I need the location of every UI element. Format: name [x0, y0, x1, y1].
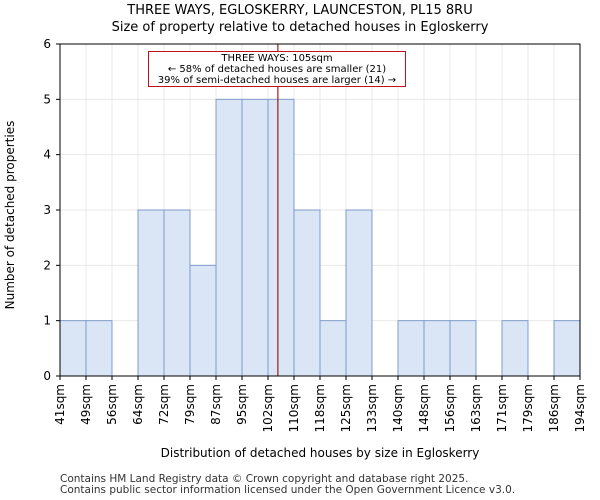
x-tick-label: 156sqm: [443, 384, 457, 432]
histogram-bar: [267, 98, 295, 377]
annotation-larger-line: 39% of semi-detached houses are larger (…: [157, 75, 397, 86]
x-tick-label: 133sqm: [365, 384, 379, 432]
histogram-bar: [293, 209, 321, 377]
y-tick-label: 5: [43, 92, 51, 106]
histogram-bar: [319, 320, 347, 377]
footer-licence: Contains public sector information licen…: [60, 484, 516, 496]
x-tick-label: 102sqm: [261, 384, 275, 432]
histogram-bar: [137, 209, 165, 377]
y-tick-label: 2: [43, 258, 51, 272]
x-tick-label: 64sqm: [131, 384, 145, 425]
histogram-bar: [59, 320, 87, 377]
property-annotation-box: THREE WAYS: 105sqm ← 58% of detached hou…: [148, 51, 406, 87]
x-tick-label: 179sqm: [521, 384, 535, 432]
y-axis-label: Number of detached properties: [3, 121, 17, 310]
x-tick-label: 194sqm: [573, 384, 587, 432]
y-tick-label: 6: [43, 37, 51, 51]
x-tick-label: 49sqm: [79, 384, 93, 425]
x-tick-label: 95sqm: [235, 384, 249, 425]
y-tick-label: 4: [43, 148, 51, 162]
histogram-bar: [85, 320, 113, 377]
x-tick-label: 171sqm: [495, 384, 509, 432]
histogram-bar: [163, 209, 191, 377]
x-tick-label: 186sqm: [547, 384, 561, 432]
y-tick-label: 0: [43, 369, 51, 383]
histogram-bar: [397, 320, 425, 377]
histogram-bar: [345, 209, 373, 377]
x-axis-label: Distribution of detached houses by size …: [161, 446, 480, 460]
x-tick-label: 41sqm: [53, 384, 67, 425]
histogram-bar: [215, 98, 243, 377]
x-tick-label: 118sqm: [313, 384, 327, 432]
histogram-bar: [449, 320, 477, 377]
chart-title-line2: Size of property relative to detached ho…: [111, 20, 489, 35]
annotation-smaller-line: ← 58% of detached houses are smaller (21…: [167, 64, 387, 75]
x-tick-label: 72sqm: [157, 384, 171, 425]
x-tick-label: 56sqm: [105, 384, 119, 425]
x-tick-label: 140sqm: [391, 384, 405, 432]
footer-copyright: Contains HM Land Registry data © Crown c…: [60, 473, 469, 485]
y-tick-label: 3: [43, 203, 51, 217]
x-tick-label: 148sqm: [417, 384, 431, 432]
histogram-bar: [501, 320, 529, 377]
x-tick-label: 79sqm: [183, 384, 197, 425]
x-tick-label: 110sqm: [287, 384, 301, 432]
annotation-property-line: THREE WAYS: 105sqm: [221, 53, 333, 64]
chart-title-line1: THREE WAYS, EGLOSKERRY, LAUNCESTON, PL15…: [127, 3, 473, 18]
histogram-bar: [423, 320, 451, 377]
x-tick-label: 87sqm: [209, 384, 223, 425]
histogram-bar: [189, 264, 217, 377]
histogram-bar: [553, 320, 581, 377]
y-tick-label: 1: [43, 314, 51, 328]
x-tick-label: 125sqm: [339, 384, 353, 432]
histogram-bar: [241, 98, 269, 377]
x-tick-label: 163sqm: [469, 384, 483, 432]
